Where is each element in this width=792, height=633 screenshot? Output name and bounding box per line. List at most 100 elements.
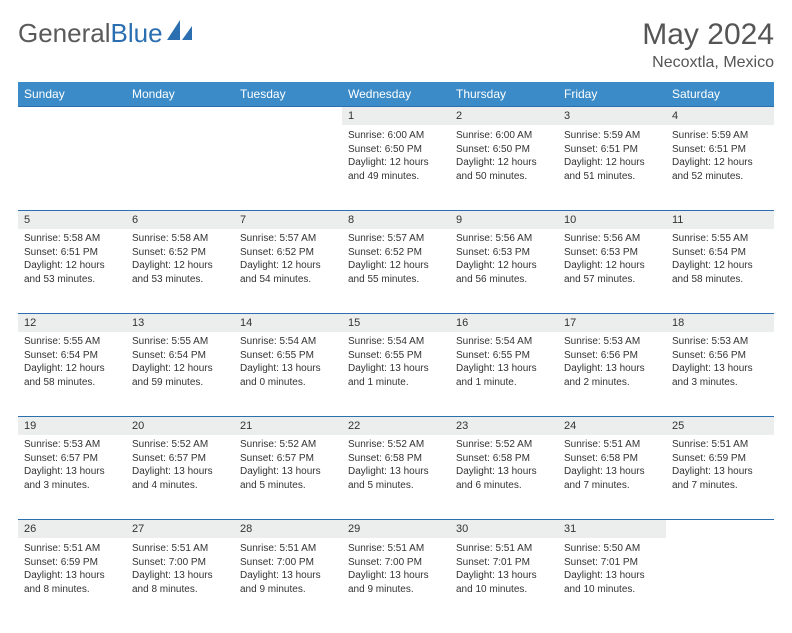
day-cell-header: 1 [342,106,450,126]
day-sunset: Sunset: 6:59 PM [24,556,120,570]
day-sunrise: Sunrise: 5:51 AM [672,438,768,452]
title-location: Necoxtla, Mexico [642,54,774,72]
brand-logo: GeneralBlue [18,18,193,49]
day-cell-header: 20 [126,416,234,435]
day-sunset: Sunset: 6:56 PM [564,349,660,363]
day-sunset: Sunset: 6:50 PM [456,143,552,157]
day-sunset: Sunset: 6:55 PM [240,349,336,363]
day-day2: and 53 minutes. [24,273,120,287]
day-cell-body: Sunrise: 6:00 AMSunset: 6:50 PMDaylight:… [450,126,558,189]
calendar-page: GeneralBlue May 2024 Necoxtla, Mexico Su… [0,0,792,633]
day-day2: and 5 minutes. [240,479,336,493]
day-sunset: Sunset: 6:58 PM [456,452,552,466]
day-day1: Daylight: 12 hours [24,259,120,273]
week-row: Sunrise: 5:53 AMSunset: 6:57 PMDaylight:… [18,435,774,519]
day-sunset: Sunset: 6:54 PM [672,246,768,260]
weekday-header: Sunday [18,82,126,106]
title-month: May 2024 [642,18,774,52]
day-day1: Daylight: 12 hours [456,156,552,170]
day-sunrise: Sunrise: 5:52 AM [456,438,552,452]
day-day2: and 51 minutes. [564,170,660,184]
day-cell-body: Sunrise: 5:53 AMSunset: 6:56 PMDaylight:… [666,332,774,395]
day-cell-body: Sunrise: 5:56 AMSunset: 6:53 PMDaylight:… [450,229,558,292]
day-day2: and 50 minutes. [456,170,552,184]
day-cell-header: 26 [18,519,126,539]
day-cell-body: Sunrise: 5:50 AMSunset: 7:01 PMDaylight:… [558,539,666,602]
day-day2: and 1 minute. [348,376,444,390]
day-number: 5 [18,210,126,229]
day-sunrise: Sunrise: 5:59 AM [672,129,768,143]
day-sunset: Sunset: 6:58 PM [348,452,444,466]
day-number-empty [18,106,126,126]
day-sunset: Sunset: 6:54 PM [24,349,120,363]
day-day2: and 9 minutes. [240,583,336,597]
day-sunrise: Sunrise: 5:54 AM [240,335,336,349]
weekday-header: Saturday [666,82,774,106]
day-sunset: Sunset: 6:51 PM [24,246,120,260]
day-cell-header: 16 [450,313,558,332]
weekday-header: Wednesday [342,82,450,106]
day-day2: and 3 minutes. [24,479,120,493]
day-day2: and 59 minutes. [132,376,228,390]
day-number: 15 [342,313,450,332]
day-sunset: Sunset: 6:53 PM [564,246,660,260]
day-day1: Daylight: 12 hours [132,362,228,376]
day-sunrise: Sunrise: 5:55 AM [132,335,228,349]
day-day2: and 49 minutes. [348,170,444,184]
day-cell: Sunrise: 5:54 AMSunset: 6:55 PMDaylight:… [342,332,450,416]
day-cell-header: 14 [234,313,342,332]
sail-icon [167,18,193,49]
day-cell [666,539,774,623]
day-day1: Daylight: 13 hours [348,465,444,479]
day-cell-header: 5 [18,210,126,229]
day-sunrise: Sunrise: 5:55 AM [24,335,120,349]
day-cell-body: Sunrise: 5:52 AMSunset: 6:57 PMDaylight:… [126,435,234,498]
day-sunset: Sunset: 6:57 PM [132,452,228,466]
day-day1: Daylight: 13 hours [132,465,228,479]
day-number: 20 [126,416,234,435]
day-sunrise: Sunrise: 5:58 AM [24,232,120,246]
page-header: GeneralBlue May 2024 Necoxtla, Mexico [18,18,774,72]
day-number: 30 [450,519,558,538]
day-number: 26 [18,519,126,538]
day-number: 12 [18,313,126,332]
day-cell: Sunrise: 5:56 AMSunset: 6:53 PMDaylight:… [450,229,558,313]
day-day1: Daylight: 13 hours [240,465,336,479]
day-sunrise: Sunrise: 5:52 AM [348,438,444,452]
weekday-header: Friday [558,82,666,106]
day-number: 22 [342,416,450,435]
day-cell-header: 9 [450,210,558,229]
day-number: 3 [558,106,666,125]
week-row: Sunrise: 5:55 AMSunset: 6:54 PMDaylight:… [18,332,774,416]
day-cell: Sunrise: 5:54 AMSunset: 6:55 PMDaylight:… [450,332,558,416]
day-cell-header: 23 [450,416,558,435]
day-sunrise: Sunrise: 5:55 AM [672,232,768,246]
week-row: Sunrise: 6:00 AMSunset: 6:50 PMDaylight:… [18,126,774,210]
day-number: 24 [558,416,666,435]
day-cell-body: Sunrise: 6:00 AMSunset: 6:50 PMDaylight:… [342,126,450,189]
day-sunrise: Sunrise: 5:51 AM [24,542,120,556]
calendar-body: 1234Sunrise: 6:00 AMSunset: 6:50 PMDayli… [18,106,774,623]
calendar-table: Sunday Monday Tuesday Wednesday Thursday… [18,82,774,623]
day-cell-body: Sunrise: 5:56 AMSunset: 6:53 PMDaylight:… [558,229,666,292]
day-day2: and 0 minutes. [240,376,336,390]
day-cell-body: Sunrise: 5:53 AMSunset: 6:57 PMDaylight:… [18,435,126,498]
day-cell-header [18,106,126,126]
day-number: 27 [126,519,234,538]
day-cell-body: Sunrise: 5:55 AMSunset: 6:54 PMDaylight:… [126,332,234,395]
day-cell-body [666,539,774,548]
day-day2: and 3 minutes. [672,376,768,390]
day-day1: Daylight: 13 hours [240,362,336,376]
day-cell-header: 2 [450,106,558,126]
day-cell-header [126,106,234,126]
day-cell-header: 18 [666,313,774,332]
day-cell-header: 3 [558,106,666,126]
day-cell: Sunrise: 5:56 AMSunset: 6:53 PMDaylight:… [558,229,666,313]
daynum-row: 1234 [18,106,774,126]
day-day2: and 9 minutes. [348,583,444,597]
day-cell: Sunrise: 5:54 AMSunset: 6:55 PMDaylight:… [234,332,342,416]
day-sunset: Sunset: 6:58 PM [564,452,660,466]
day-day2: and 10 minutes. [564,583,660,597]
day-cell-body: Sunrise: 5:51 AMSunset: 6:59 PMDaylight:… [666,435,774,498]
day-cell: Sunrise: 5:51 AMSunset: 6:59 PMDaylight:… [666,435,774,519]
